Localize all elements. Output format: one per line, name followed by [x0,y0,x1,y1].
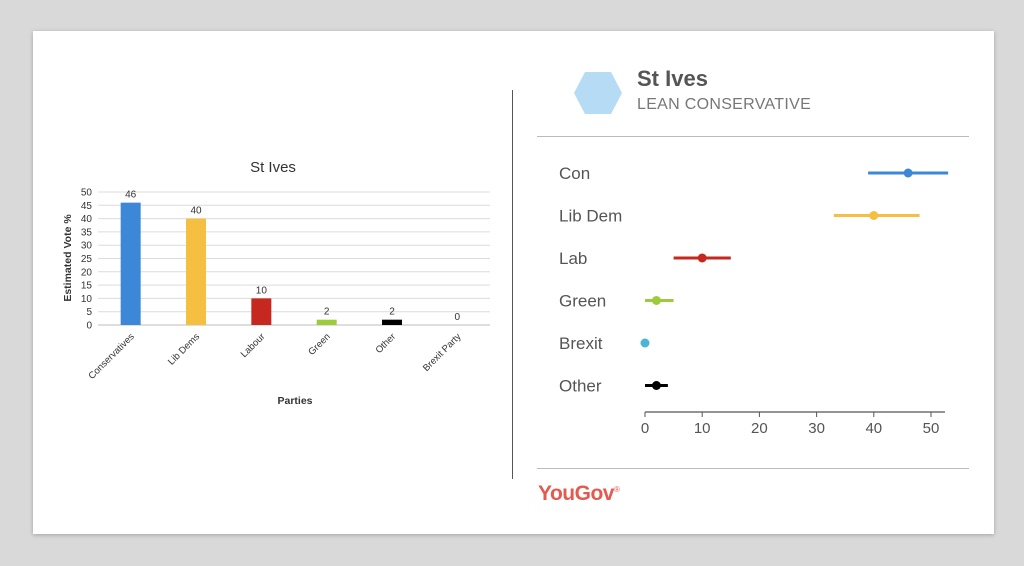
brand-name: YouGov [538,482,614,505]
x-axis-label: Parties [277,395,312,407]
bar-x-tick-label: Other [374,331,399,356]
range-row-label: Lab [559,249,587,268]
constituency-title: St Ives [637,66,708,91]
range-row-label: Con [559,164,590,183]
bar-data-label: 40 [190,206,202,217]
bar-y-tick-label: 45 [81,201,93,212]
bar-x-tick-label: Brexit Party [421,331,464,374]
range-point [903,168,913,178]
bar-y-tick-label: 10 [81,294,93,305]
bar-y-tick-label: 35 [81,227,93,238]
bar-data-label: 46 [125,190,137,201]
bar-y-tick-label: 20 [81,267,93,278]
range-row-label: Brexit [559,334,603,353]
bar [251,298,272,325]
bar [316,319,337,325]
range-row-label: Green [559,292,606,311]
bar-y-tick-label: 50 [81,188,93,199]
range-x-tick-label: 50 [923,420,940,437]
range-point [651,381,661,390]
range-point [869,211,879,220]
range-x-tick-label: 40 [865,420,882,437]
bar [186,218,206,325]
range-row-label: Lib Dem [559,207,622,226]
bar-y-tick-label: 25 [81,254,93,265]
bar-y-tick-label: 5 [86,307,92,318]
bar [120,202,141,325]
range-chart: Con Lib Dem Lab Green Brexit Other 0 10 20 30 40 5… [559,164,949,437]
bottom-rule [537,468,969,469]
range-x-tick-label: 20 [751,420,768,437]
brand-mark: ® [613,485,620,494]
range-point [697,253,707,263]
bar-x-tick-label: Green [306,331,332,357]
range-x-tick-label: 10 [694,420,711,437]
range-row-label: Other [559,377,602,396]
bar-chart-title: St Ives [250,159,296,176]
bar-y-tick-label: 15 [81,281,93,292]
bar-x-tick-label: Conservatives [86,331,137,382]
range-point [651,296,661,305]
bar-data-label: 0 [455,312,461,323]
bar-y-tick-label: 0 [86,321,92,332]
top-rule [537,136,969,137]
bar-chart: St Ives Estimated Vote % Parties 0 5 10 15 2… [62,159,490,407]
bar-data-label: 2 [324,307,330,318]
bar [382,319,402,325]
bar-data-label: 10 [256,285,268,296]
y-axis-label: Estimated Vote % [62,214,74,302]
range-x-tick-label: 0 [641,420,649,437]
yougov-logo: YouGov® [538,482,620,506]
bar-data-label: 2 [389,307,395,318]
range-point [640,338,650,348]
bar-y-tick-label: 40 [81,214,93,225]
bar-x-tick-label: Labour [239,331,268,360]
range-x-tick-label: 30 [808,420,825,437]
panel-divider [512,90,513,479]
bar-y-tick-label: 30 [81,241,93,252]
forecast-status: LEAN CONSERVATIVE [637,96,812,113]
bar-x-tick-label: Lib Dems [166,331,202,367]
hexagon-icon [574,72,622,114]
